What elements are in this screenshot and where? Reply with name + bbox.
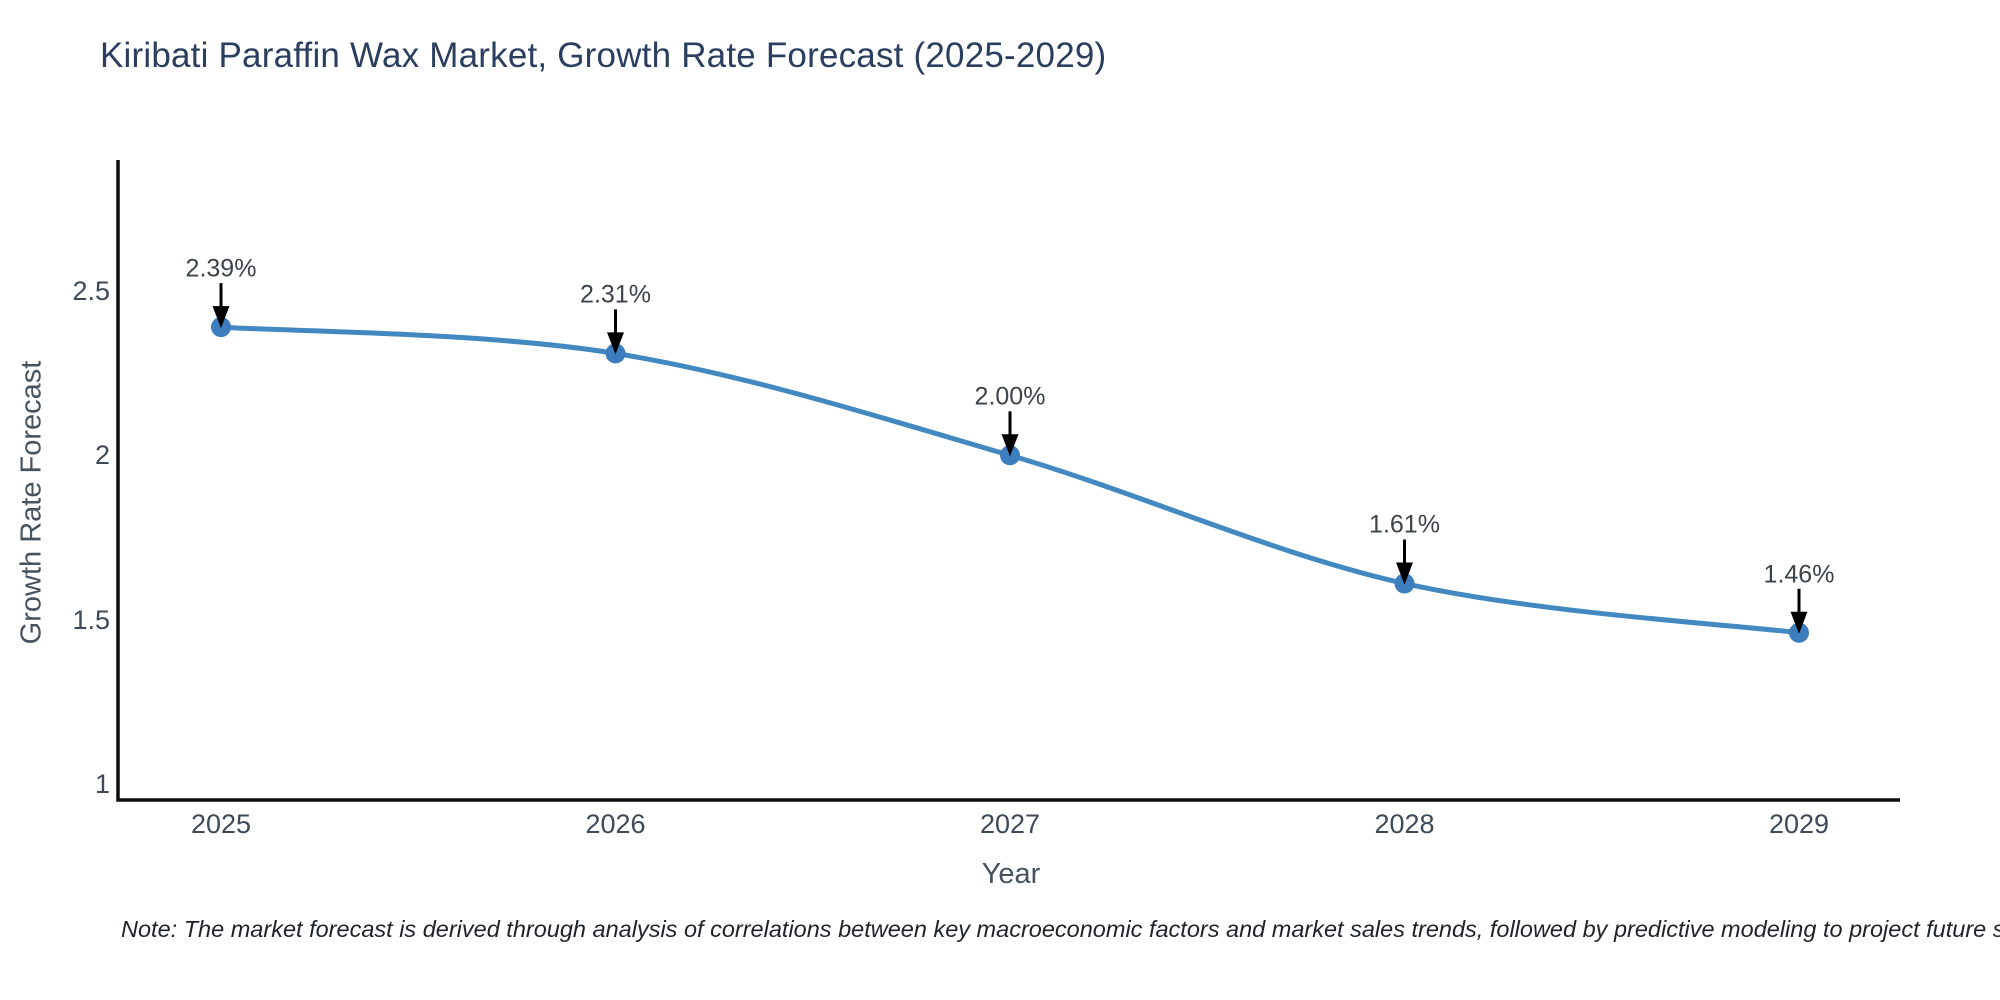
y-tick-label: 2 [94, 440, 110, 471]
x-axis-title: Year [981, 858, 1041, 890]
x-tick-label: 2028 [1374, 809, 1435, 839]
y-axis-title: Growth Rate Forecast [15, 360, 48, 645]
x-tick-label: 2025 [190, 809, 252, 839]
x-tick-label: 2027 [979, 809, 1041, 839]
annotation-arrowhead [1396, 562, 1413, 585]
point-annotation: 1.61% [1369, 510, 1440, 539]
annotation-arrowhead [607, 332, 624, 355]
annotation-arrowhead [1001, 434, 1019, 457]
point-annotation: 2.39% [185, 254, 257, 283]
y-tick-label: 2.5 [72, 275, 110, 306]
point-annotation: 2.31% [580, 280, 651, 309]
y-tick-label: 1.5 [72, 604, 110, 635]
point-annotation: 2.00% [974, 382, 1046, 411]
x-tick-label: 2029 [1768, 809, 1830, 839]
trend-line [218, 324, 1802, 636]
x-tick-label: 2026 [585, 809, 646, 839]
point-annotation: 1.46% [1763, 560, 1835, 589]
annotation-arrowhead [212, 306, 230, 329]
y-tick-label: 1 [94, 769, 110, 799]
footnote: Note: The market forecast is derived thr… [121, 916, 2000, 942]
chart-title: Kiribati Paraffin Wax Market, Growth Rat… [100, 36, 1107, 75]
annotation-arrowhead [1790, 611, 1808, 634]
axis-lines [116, 160, 1900, 802]
